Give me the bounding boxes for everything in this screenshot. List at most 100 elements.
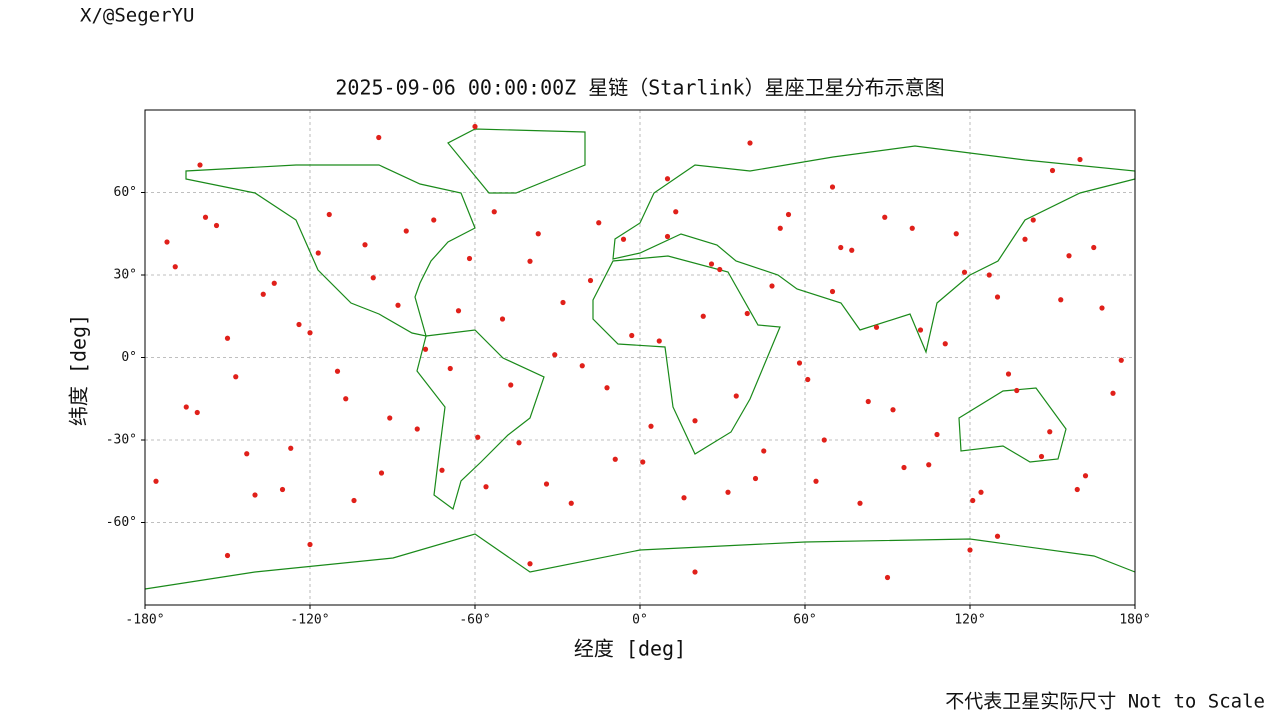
satellite-point	[1082, 473, 1089, 479]
coastline	[612, 145, 1136, 354]
x-tick-label: 120°	[954, 613, 985, 628]
satellite-point	[1014, 387, 1020, 394]
coastlines	[144, 128, 1136, 590]
satellite-point	[1118, 357, 1124, 363]
satellite-point	[579, 363, 585, 369]
coastline	[592, 255, 781, 455]
satellite-point	[942, 341, 948, 347]
satellite-point	[307, 541, 313, 548]
satellite-point	[744, 310, 750, 317]
satellite-point	[260, 291, 266, 297]
satellite-point	[865, 398, 871, 405]
satellite-point	[640, 459, 646, 465]
satellite-point	[543, 481, 550, 487]
satellite-point	[681, 495, 687, 501]
satellite-point	[516, 440, 522, 446]
y-tick-label: 30°	[114, 268, 137, 283]
satellite-point	[777, 225, 783, 231]
satellite-point	[747, 140, 753, 146]
satellite-point	[909, 225, 915, 231]
satellite-point	[664, 176, 671, 182]
satellite-point	[1005, 371, 1012, 377]
satellite-point	[508, 382, 514, 388]
satellite-point	[1091, 244, 1097, 251]
watermark: X/@SegerYU	[80, 5, 194, 27]
satellite-point	[552, 352, 558, 358]
satellite-point	[873, 324, 880, 330]
satellite-point	[700, 313, 706, 319]
x-tick-label: 60°	[793, 613, 816, 628]
y-tick-label: 0°	[121, 350, 137, 365]
satellite-point	[370, 275, 376, 281]
satellite-point	[1030, 217, 1036, 223]
satellite-point	[901, 464, 907, 471]
grid	[144, 110, 1136, 605]
satellite-point	[761, 448, 767, 454]
satellite-point	[153, 478, 159, 484]
satellite-point	[838, 244, 844, 251]
satellite-point	[194, 409, 200, 416]
satellite-point	[821, 437, 827, 443]
y-tick-label: -30°	[106, 433, 137, 448]
footer-note: 不代表卫星实际尺寸 Not to Scale	[945, 691, 1265, 713]
x-tick-label: 0°	[632, 613, 648, 628]
satellite-point	[296, 321, 302, 328]
x-tick-label: -180°	[125, 613, 164, 628]
satellite-point	[1099, 305, 1105, 311]
satellite-point	[172, 264, 178, 270]
satellite-point	[403, 228, 409, 234]
satellite-point	[829, 184, 836, 190]
satellite-point	[271, 280, 277, 286]
satellite-point	[224, 552, 231, 559]
coastline	[144, 533, 1136, 590]
coastline	[416, 329, 545, 510]
satellite-point	[491, 209, 497, 215]
coastline	[185, 164, 476, 337]
satellite-point	[882, 214, 888, 220]
satellite-point	[656, 338, 662, 344]
satellite-point	[307, 330, 313, 336]
x-tick-label: -120°	[290, 613, 329, 628]
satellite-point	[692, 418, 698, 424]
satellite-point	[612, 456, 618, 462]
satellite-point	[447, 365, 453, 372]
satellite-point	[475, 434, 481, 440]
satellite-point	[362, 242, 368, 248]
points	[153, 123, 1124, 581]
satellite-point	[431, 217, 437, 223]
satellite-point	[1077, 156, 1083, 163]
satellite-point	[483, 484, 489, 490]
satellite-point	[664, 233, 671, 240]
satellite-point	[439, 467, 445, 473]
satellite-point	[673, 209, 679, 215]
x-tick-label: -60°	[459, 613, 490, 628]
satellite-point	[917, 327, 924, 333]
satellite-point	[472, 123, 478, 130]
satellite-point	[953, 231, 959, 237]
satellite-point	[986, 272, 992, 278]
satellite-point	[1066, 253, 1072, 259]
satellite-point	[224, 335, 231, 341]
satellite-point	[1074, 486, 1080, 493]
satellite-point	[1049, 167, 1056, 174]
satellite-point	[252, 492, 258, 498]
satellite-point	[648, 423, 654, 429]
satellite-point	[620, 236, 627, 242]
satellite-point	[884, 574, 891, 581]
satellite-point	[796, 360, 803, 366]
satellite-point	[527, 561, 533, 567]
satellite-point	[692, 569, 698, 575]
satellite-point	[378, 470, 385, 476]
satellite-point	[1110, 390, 1116, 396]
y-tick-label: 60°	[114, 185, 137, 200]
y-tick-label: -60°	[106, 515, 137, 530]
satellite-point	[560, 299, 566, 306]
satellite-point	[733, 393, 739, 399]
x-axis-label: 经度 [deg]	[574, 637, 686, 661]
satellite-point	[343, 396, 349, 402]
satellite-point	[769, 283, 775, 289]
satellite-point	[994, 294, 1001, 300]
satellite-point	[629, 332, 635, 339]
y-axis-label: 纬度 [deg]	[67, 314, 91, 426]
